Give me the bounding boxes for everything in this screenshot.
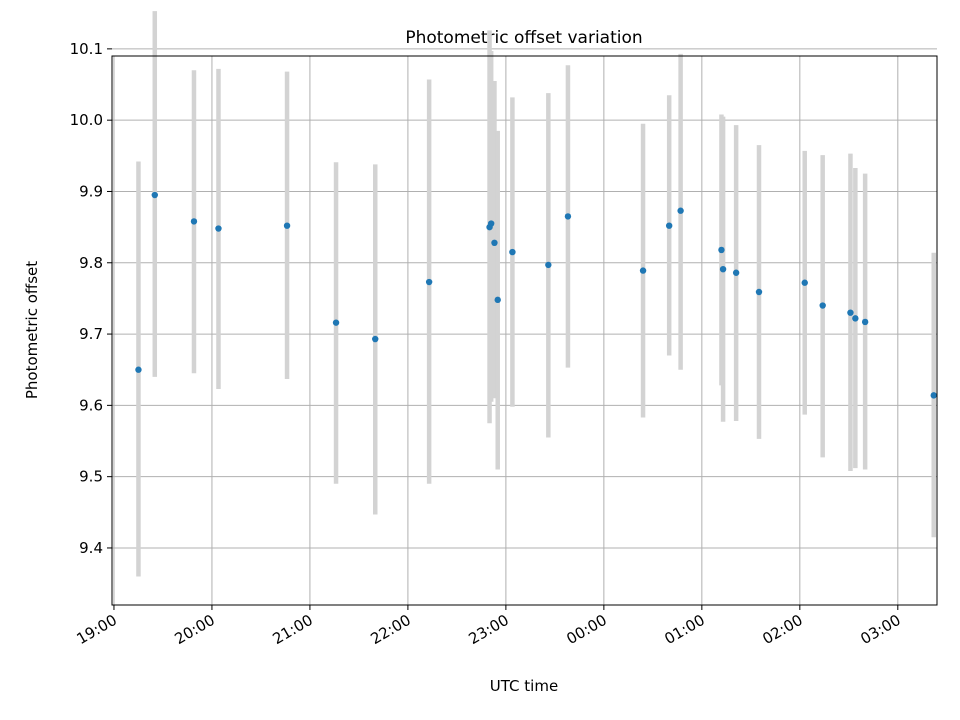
plot-frame [111, 55, 938, 606]
y-tick-label: 9.6 [79, 396, 103, 414]
data-point [190, 218, 198, 225]
data-point [564, 213, 572, 220]
y-tick-label: 9.4 [79, 539, 103, 557]
data-point [135, 366, 142, 373]
y-tick-label: 9.9 [79, 182, 103, 200]
chart-title: Photometric offset variation [405, 28, 642, 48]
y-tick-label: 9.7 [79, 325, 103, 343]
y-tick-label: 10.0 [70, 111, 103, 129]
y-axis-ticks: 9.4 9.5 9.6 9.7 9.8 9.9 10.0 10.1 [70, 40, 112, 557]
data-point [332, 319, 340, 326]
data-point [719, 265, 727, 273]
grid [112, 48, 937, 605]
data-point [639, 267, 647, 274]
data-point [677, 207, 684, 214]
data-point [819, 302, 826, 309]
data-point [801, 279, 808, 286]
y-tick-label: 10.1 [70, 40, 103, 58]
data-point [372, 335, 379, 343]
data-point [151, 191, 158, 199]
data-point [545, 261, 552, 269]
data-points [135, 191, 937, 399]
data-point [847, 309, 854, 316]
data-point [425, 278, 433, 286]
data-point [665, 222, 673, 229]
y-tick-label: 9.8 [79, 254, 103, 272]
data-point [930, 392, 937, 399]
data-point [491, 239, 498, 247]
y-tick-label: 9.5 [79, 468, 103, 486]
data-point [755, 288, 763, 296]
data-point [861, 318, 869, 326]
data-point [509, 248, 516, 256]
y-axis-label: Photometric offset [23, 261, 41, 399]
data-point [718, 246, 725, 254]
data-point [487, 220, 495, 227]
data-point [852, 315, 859, 322]
data-point [732, 269, 740, 276]
data-point [494, 296, 501, 304]
data-point [283, 222, 291, 229]
data-point [215, 225, 222, 232]
x-axis-label: UTC time [490, 677, 558, 695]
